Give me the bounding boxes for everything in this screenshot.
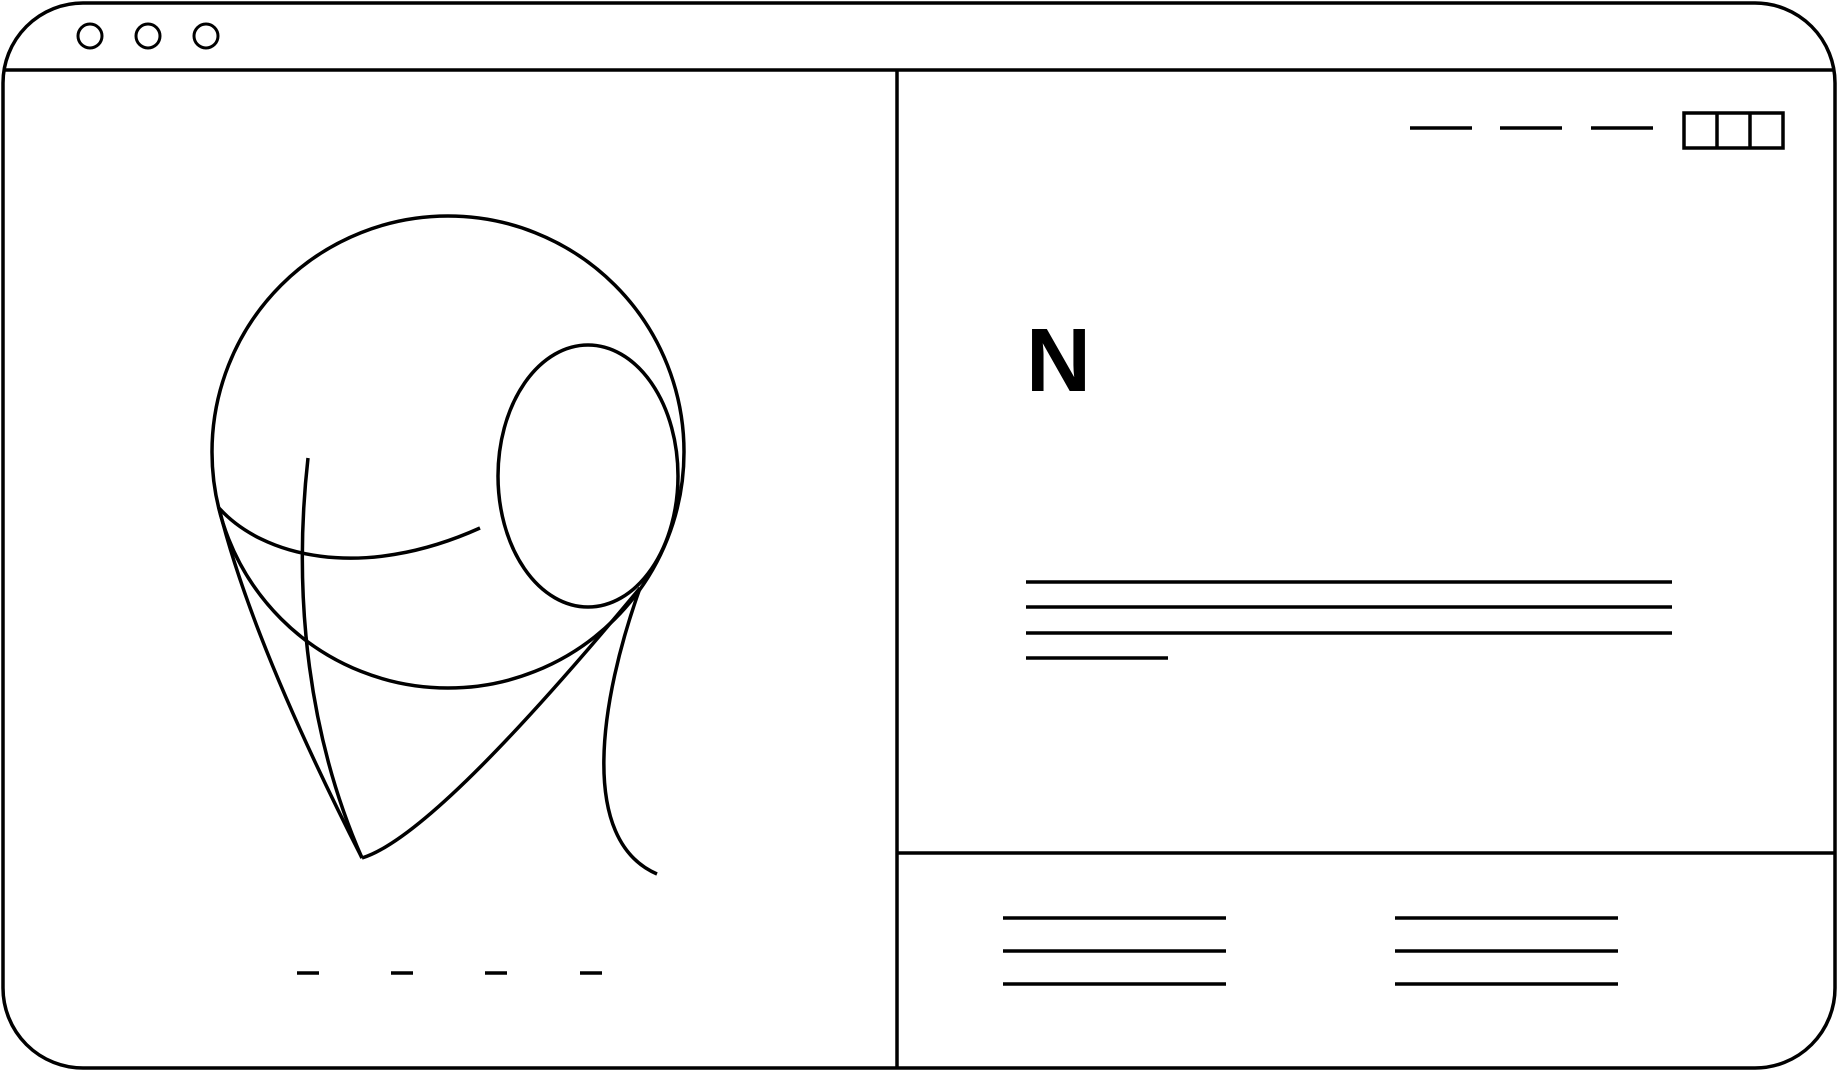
jaw-right [361, 586, 642, 860]
wireframe-head-illustration [210, 214, 686, 876]
window-maximize-button[interactable] [192, 22, 220, 50]
jaw-left [217, 507, 364, 859]
footer-column-right [1395, 916, 1618, 986]
body-text-placeholder [1026, 580, 1672, 660]
top-nav [1410, 111, 1785, 150]
brow-curve [217, 506, 481, 560]
footer-column-left [1003, 916, 1226, 986]
center-meridian [300, 457, 364, 859]
neck-curve [602, 587, 658, 876]
ear-ellipse [496, 343, 680, 609]
logo-letter: N [1026, 311, 1091, 411]
head-sphere [210, 214, 686, 690]
grid-menu-icon[interactable] [1682, 111, 1785, 150]
window-close-button[interactable] [76, 22, 104, 50]
window-minimize-button[interactable] [134, 22, 162, 50]
